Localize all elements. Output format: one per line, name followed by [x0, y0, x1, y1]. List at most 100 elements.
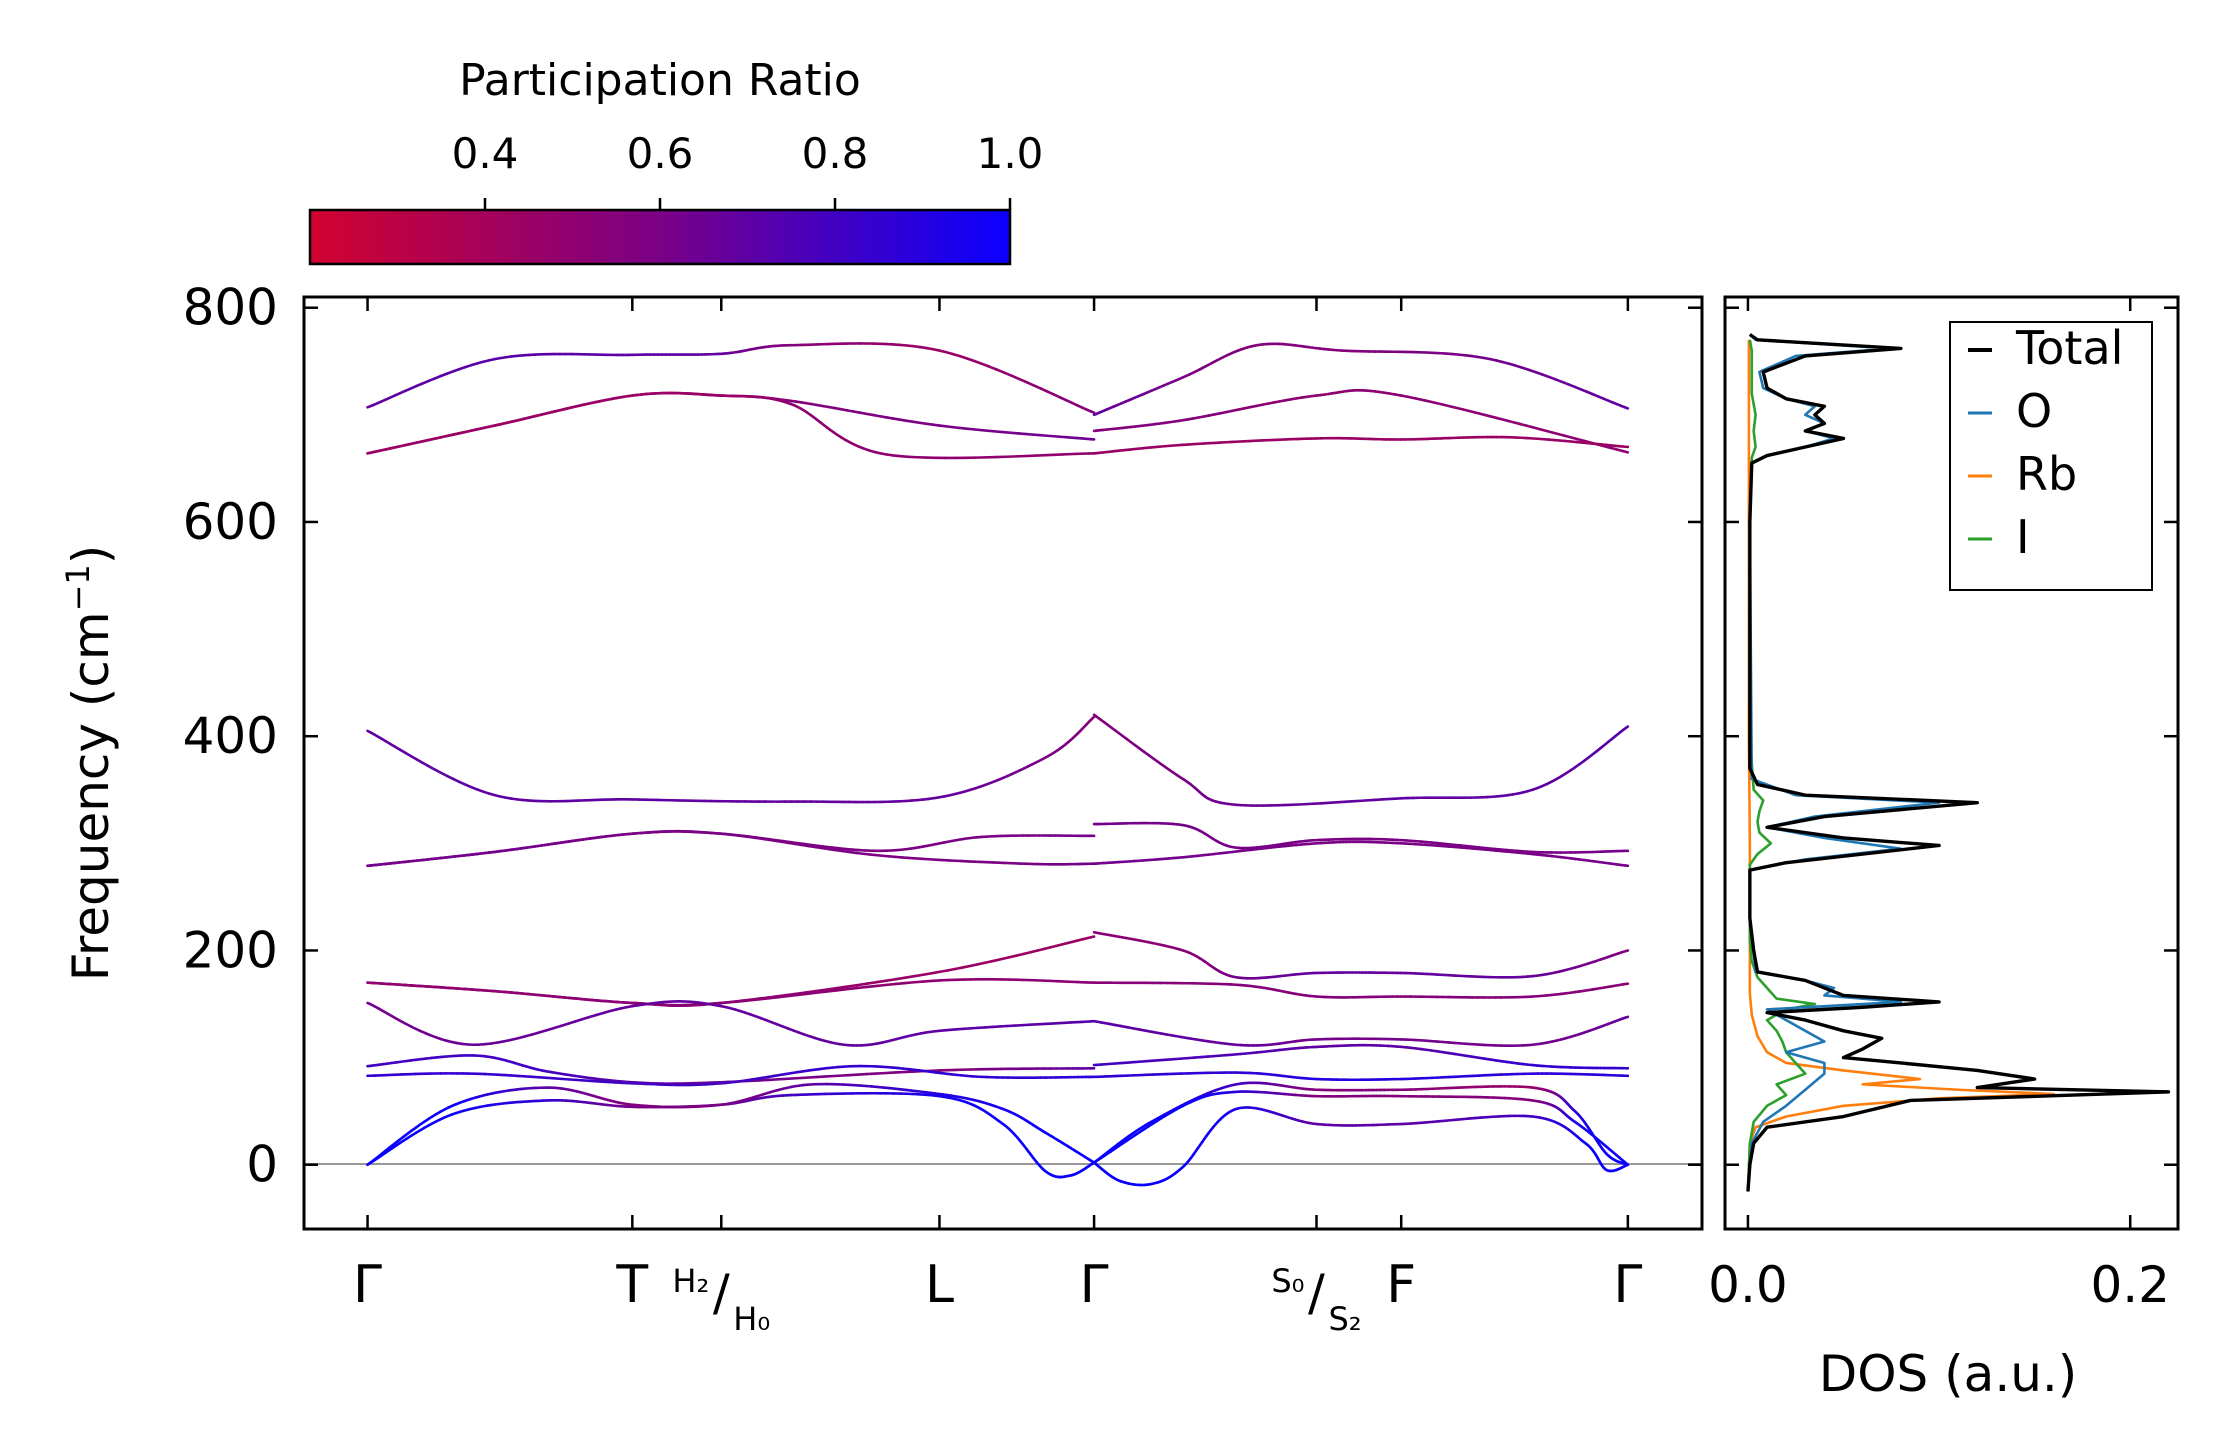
band-segment	[961, 964, 972, 969]
phonon-band	[366, 830, 1096, 868]
x-tick-label: F	[1386, 1255, 1416, 1315]
band-segment	[795, 991, 808, 996]
band-segment	[875, 979, 888, 984]
x-tick-label-numerator: S₀	[1271, 1262, 1304, 1300]
phonon-band	[366, 391, 1096, 460]
phonon-band	[366, 935, 1096, 1008]
band-x-ticks: Γ T H₂ / H₀L Γ S₀ / S₂F Γ	[353, 297, 1642, 1338]
band-segment	[1624, 1015, 1630, 1019]
band-segment	[785, 1076, 798, 1081]
band-segment	[977, 961, 988, 966]
band-segment	[1423, 399, 1435, 404]
phonon-band	[1092, 981, 1630, 999]
band-segment	[845, 1073, 858, 1077]
band-segment	[921, 979, 933, 983]
phonon-band	[366, 715, 1096, 804]
colorbar-tick-label: 0.8	[802, 129, 869, 178]
band-segment	[885, 977, 898, 982]
x-tick-label-fraction: S₀ / S₂	[1271, 1262, 1361, 1338]
band-segment	[938, 969, 949, 974]
band-segment	[1529, 425, 1544, 432]
band-segment	[1089, 409, 1096, 415]
x-tick-label-denominator: H₀	[733, 1300, 770, 1338]
band-segment	[1009, 374, 1021, 381]
band-axes-frame	[302, 295, 1704, 1231]
band-segment	[1441, 403, 1455, 409]
x-tick-label: Γ	[1080, 1255, 1109, 1315]
band-segment	[1091, 715, 1096, 720]
legend-label: Total	[2015, 321, 2123, 375]
band-y-axis-label: Frequency (cm−1)	[59, 545, 120, 982]
phonon-band	[1092, 1090, 1630, 1167]
y-tick-label: 400	[183, 707, 278, 765]
band-segment	[875, 983, 888, 988]
band-segment	[814, 990, 828, 995]
legend-label: I	[2016, 510, 2030, 564]
dos-curve-o	[1746, 333, 1941, 1192]
phonon-band	[1092, 1015, 1630, 1048]
phonon-band	[1092, 821, 1630, 854]
band-segment	[758, 1078, 770, 1082]
band-segment	[1551, 431, 1566, 437]
band-segment	[1024, 380, 1035, 387]
band-segment	[835, 1073, 848, 1078]
band-segment	[1017, 377, 1028, 384]
phonon-band	[1092, 1106, 1630, 1187]
colorbar-tick-label: 1.0	[977, 129, 1044, 178]
phonon-band	[1092, 1043, 1630, 1070]
dos-curves	[1746, 333, 2171, 1192]
band-segment	[824, 1074, 838, 1078]
band-segment	[1414, 397, 1426, 402]
band-segment	[865, 1072, 878, 1076]
band-segment	[814, 1075, 828, 1079]
dos-x-tick-label: 0.0	[1708, 1256, 1788, 1314]
band-segment	[1451, 405, 1466, 411]
band-segment	[913, 980, 925, 984]
colorbar: Participation Ratio 0.4 0.6 0.8 1.0	[308, 55, 1044, 266]
band-segment	[865, 984, 878, 989]
dos-x-tick-label: 0.2	[2090, 1256, 2170, 1314]
phonon-band	[1092, 840, 1630, 868]
band-segment	[758, 997, 770, 1001]
colorbar-ticks: 0.4 0.6 0.8 1.0	[452, 129, 1044, 262]
colorbar-tick-label: 0.6	[627, 129, 694, 178]
band-segment	[1432, 401, 1445, 406]
dos-panel: 0.0 0.2 DOS (a.u.) Total O Rb I	[1708, 295, 2180, 1403]
phonon-band	[1092, 930, 1630, 980]
band-segment	[776, 994, 789, 999]
legend-label: O	[2016, 384, 2052, 438]
band-segment	[804, 1075, 818, 1079]
band-segment	[903, 980, 916, 985]
band-segment	[785, 993, 798, 998]
phonon-bands	[366, 342, 1630, 1187]
colorbar-title: Participation Ratio	[459, 55, 861, 106]
band-segment	[945, 967, 957, 972]
band-segment	[979, 362, 991, 368]
band-segment	[1462, 408, 1476, 414]
legend-label: Rb	[2016, 447, 2077, 501]
dos-legend: Total O Rb I	[1949, 321, 2153, 591]
band-segment	[894, 976, 907, 981]
x-tick-label: L	[925, 1255, 954, 1315]
band-segment	[921, 971, 933, 977]
phonon-band	[366, 829, 1096, 868]
band-segment	[1507, 419, 1522, 426]
x-tick-label: Γ	[353, 1255, 382, 1315]
band-segment	[1541, 428, 1555, 435]
x-tick-label-slash: /	[713, 1264, 730, 1322]
legend-item-i: I	[1968, 510, 2030, 564]
band-segment	[814, 988, 828, 993]
dos-axes-frame	[1723, 295, 2180, 1231]
band-segment	[969, 962, 980, 968]
x-tick-label-slash: /	[1308, 1264, 1325, 1322]
band-segment	[972, 359, 983, 365]
legend-item-rb: Rb	[1968, 447, 2077, 501]
band-segment	[855, 982, 868, 987]
dos-x-ticks: 0.0 0.2	[1708, 297, 2170, 1314]
dos-x-axis-label: DOS (a.u.)	[1819, 1345, 2078, 1403]
band-segment	[1518, 422, 1533, 429]
band-segment	[875, 1071, 888, 1075]
band-segment	[804, 991, 818, 996]
dos-curve-total	[1746, 333, 2171, 1192]
